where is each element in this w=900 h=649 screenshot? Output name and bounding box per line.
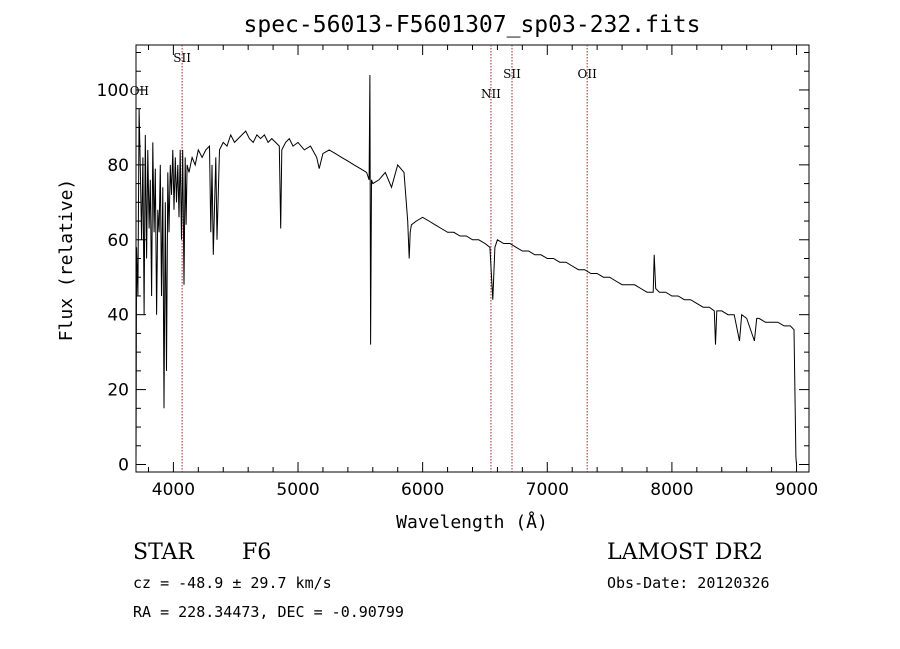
- x-tick-label: 9000: [775, 480, 818, 500]
- x-tick-label: 7000: [526, 480, 569, 500]
- x-tick-label: 6000: [401, 480, 444, 500]
- x-axis-ticks: 4000 5000 6000 7000 8000 9000: [147, 45, 818, 500]
- redshift-velocity: cz = -48.9 ± 29.7 km/s: [133, 574, 332, 592]
- coordinates: RA = 228.34473, DEC = -0.90799: [133, 603, 404, 621]
- y-axis-ticks: 0 20 40 60 80 100: [97, 51, 809, 476]
- marker-label: SII: [173, 51, 191, 65]
- spectral-subclass: F6: [242, 540, 272, 565]
- object-type: STAR: [133, 540, 194, 565]
- observation-date: Obs-Date: 20120326: [607, 574, 770, 592]
- survey-name: LAMOST DR2: [607, 540, 763, 565]
- y-tick-label: 40: [107, 306, 129, 326]
- x-tick-label: 8000: [650, 480, 693, 500]
- y-tick-label: 60: [107, 231, 129, 251]
- chart-title: spec-56013-F5601307_sp03-232.fits: [244, 12, 701, 38]
- plot-frame: [135, 44, 810, 473]
- marker-label: OII: [577, 67, 597, 81]
- x-tick-label: 5000: [276, 480, 319, 500]
- spectrum-line: [135, 74, 797, 465]
- marker-label: OII: [130, 84, 150, 98]
- x-tick-label: 4000: [152, 480, 195, 500]
- x-axis-label: Wavelength (Å): [396, 511, 548, 533]
- marker-label: SII: [503, 67, 521, 81]
- y-tick-label: 80: [107, 156, 129, 176]
- y-tick-label: 100: [97, 81, 129, 101]
- y-tick-label: 20: [107, 381, 129, 401]
- y-axis-label: Flux (relative): [56, 179, 77, 342]
- marker-label: NII: [481, 87, 501, 101]
- y-tick-label: 0: [118, 456, 129, 476]
